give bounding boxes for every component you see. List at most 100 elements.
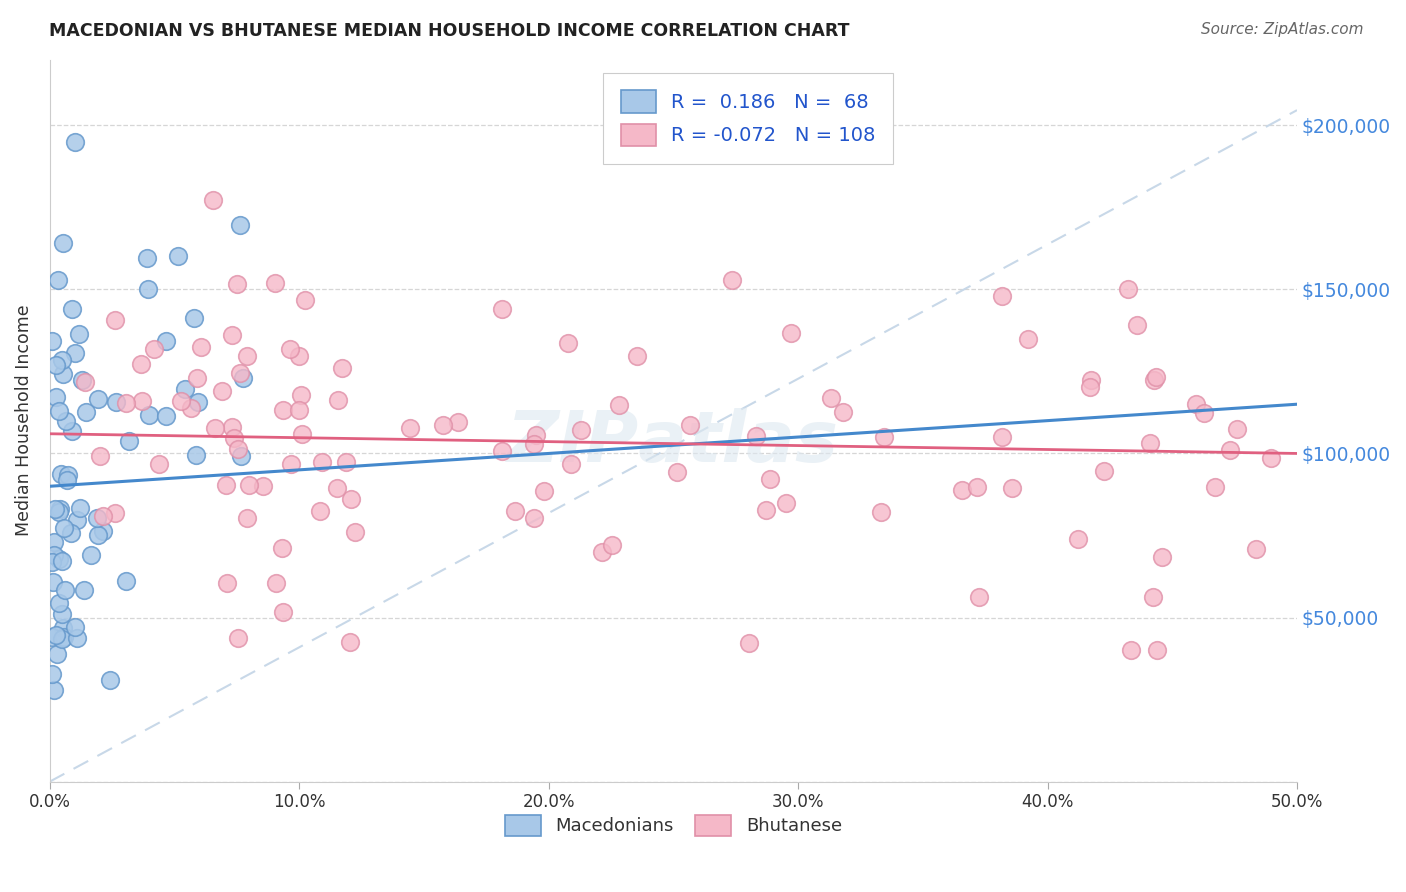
Point bbox=[759, 472, 782, 486]
Point bbox=[41, 630, 63, 644]
Point bbox=[1204, 479, 1226, 493]
Point bbox=[89, 450, 111, 464]
Point bbox=[44, 535, 66, 549]
Point bbox=[832, 405, 855, 419]
Point bbox=[1150, 549, 1173, 564]
Point bbox=[186, 448, 208, 462]
Point bbox=[491, 444, 513, 458]
Point bbox=[215, 575, 238, 590]
Point bbox=[60, 301, 83, 316]
Point bbox=[138, 282, 160, 296]
Point bbox=[70, 373, 93, 387]
Point bbox=[966, 481, 988, 495]
Point bbox=[60, 526, 83, 541]
Point bbox=[231, 449, 253, 463]
Point bbox=[820, 391, 842, 405]
Point bbox=[1192, 406, 1215, 420]
Point bbox=[967, 591, 990, 605]
Point bbox=[53, 582, 76, 597]
Point bbox=[1092, 464, 1115, 478]
Point bbox=[52, 367, 75, 381]
Point bbox=[51, 607, 73, 622]
Point bbox=[870, 505, 893, 519]
Point bbox=[211, 384, 233, 398]
Point bbox=[1139, 436, 1161, 450]
Point bbox=[66, 513, 89, 527]
Point bbox=[679, 417, 702, 432]
Point bbox=[41, 555, 63, 569]
Point bbox=[86, 392, 108, 406]
Point bbox=[52, 621, 75, 635]
Point bbox=[186, 371, 208, 385]
Point bbox=[252, 479, 274, 493]
Point bbox=[990, 289, 1012, 303]
Legend: Macedonians, Bhutanese: Macedonians, Bhutanese bbox=[496, 806, 851, 845]
Point bbox=[174, 382, 197, 396]
Point bbox=[273, 402, 295, 417]
Point bbox=[571, 423, 593, 437]
Point bbox=[560, 457, 582, 471]
Point bbox=[1244, 541, 1267, 556]
Point bbox=[41, 575, 63, 590]
Point bbox=[69, 501, 91, 516]
Point bbox=[51, 553, 73, 567]
Point bbox=[236, 349, 259, 363]
Point bbox=[51, 352, 73, 367]
Point bbox=[115, 396, 138, 410]
Point bbox=[229, 366, 252, 380]
Point bbox=[143, 342, 166, 356]
Point bbox=[1146, 643, 1168, 657]
Point bbox=[221, 327, 243, 342]
Point bbox=[226, 442, 249, 456]
Point bbox=[309, 504, 332, 518]
Point bbox=[183, 310, 205, 325]
Point bbox=[129, 357, 152, 371]
Point bbox=[155, 409, 177, 423]
Point bbox=[56, 468, 79, 483]
Point bbox=[780, 326, 803, 341]
Point bbox=[131, 394, 153, 409]
Point bbox=[335, 455, 357, 469]
Point bbox=[44, 548, 66, 562]
Point bbox=[44, 502, 66, 516]
Point bbox=[270, 541, 292, 555]
Point bbox=[180, 401, 202, 416]
Point bbox=[60, 424, 83, 438]
Point bbox=[169, 393, 191, 408]
Point bbox=[600, 538, 623, 552]
Point bbox=[93, 509, 115, 524]
Point bbox=[665, 465, 688, 479]
Point bbox=[721, 273, 744, 287]
Point bbox=[557, 336, 579, 351]
Point bbox=[75, 375, 97, 389]
Point bbox=[232, 371, 254, 385]
Point bbox=[52, 236, 75, 251]
Point bbox=[65, 620, 87, 634]
Point bbox=[104, 506, 127, 520]
Point bbox=[447, 415, 470, 429]
Point bbox=[344, 525, 367, 540]
Point bbox=[226, 631, 249, 645]
Point bbox=[991, 430, 1014, 444]
Point bbox=[432, 418, 454, 433]
Point bbox=[48, 552, 70, 566]
Point bbox=[52, 521, 75, 535]
Point bbox=[607, 398, 630, 412]
Point bbox=[63, 346, 86, 360]
Point bbox=[167, 249, 190, 263]
Point bbox=[755, 503, 778, 517]
Point bbox=[55, 413, 77, 427]
Point bbox=[48, 273, 70, 287]
Point bbox=[91, 524, 114, 538]
Point bbox=[104, 313, 127, 327]
Point bbox=[263, 277, 285, 291]
Point bbox=[51, 632, 73, 647]
Point bbox=[117, 434, 139, 448]
Y-axis label: Median Household Income: Median Household Income bbox=[15, 305, 32, 536]
Point bbox=[53, 630, 76, 644]
Point bbox=[1219, 443, 1241, 458]
Point bbox=[591, 545, 613, 559]
Point bbox=[1001, 481, 1024, 495]
Point bbox=[228, 219, 250, 233]
Point bbox=[1142, 590, 1164, 604]
